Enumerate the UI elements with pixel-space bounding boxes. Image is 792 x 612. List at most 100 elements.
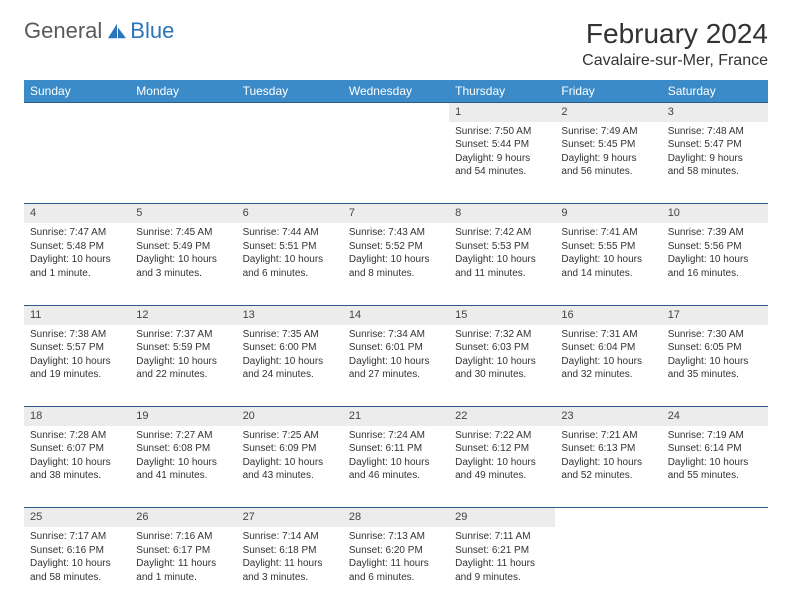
day2-text: and 14 minutes. (561, 267, 655, 281)
sunset-text: Sunset: 5:48 PM (30, 240, 124, 254)
day-content-cell: Sunrise: 7:13 AMSunset: 6:20 PMDaylight:… (343, 527, 449, 609)
sunset-text: Sunset: 6:00 PM (243, 341, 337, 355)
day2-text: and 41 minutes. (136, 469, 230, 483)
day2-text: and 27 minutes. (349, 368, 443, 382)
sunset-text: Sunset: 5:52 PM (349, 240, 443, 254)
sunset-text: Sunset: 6:07 PM (30, 442, 124, 456)
day2-text: and 43 minutes. (243, 469, 337, 483)
day-content-cell: Sunrise: 7:42 AMSunset: 5:53 PMDaylight:… (449, 223, 555, 305)
sunrise-text: Sunrise: 7:24 AM (349, 429, 443, 443)
day-content-cell: Sunrise: 7:24 AMSunset: 6:11 PMDaylight:… (343, 426, 449, 508)
day1-text: Daylight: 9 hours (561, 152, 655, 166)
day1-text: Daylight: 10 hours (243, 456, 337, 470)
day-number-cell: 8 (449, 204, 555, 223)
day-number-cell: 27 (237, 508, 343, 527)
day-number-cell: 29 (449, 508, 555, 527)
day-number-cell: 11 (24, 305, 130, 324)
day-header: Thursday (449, 80, 555, 103)
sunrise-text: Sunrise: 7:41 AM (561, 226, 655, 240)
sunset-text: Sunset: 6:20 PM (349, 544, 443, 558)
day-content-cell: Sunrise: 7:21 AMSunset: 6:13 PMDaylight:… (555, 426, 661, 508)
day-content-cell (662, 527, 768, 609)
day1-text: Daylight: 10 hours (561, 355, 655, 369)
sunset-text: Sunset: 6:05 PM (668, 341, 762, 355)
day-number-cell: 2 (555, 103, 661, 122)
sunrise-text: Sunrise: 7:25 AM (243, 429, 337, 443)
day-number-row: 11121314151617 (24, 305, 768, 324)
sunrise-text: Sunrise: 7:49 AM (561, 125, 655, 139)
day2-text: and 3 minutes. (136, 267, 230, 281)
day1-text: Daylight: 10 hours (668, 355, 762, 369)
day-content-cell: Sunrise: 7:22 AMSunset: 6:12 PMDaylight:… (449, 426, 555, 508)
day2-text: and 19 minutes. (30, 368, 124, 382)
day-content-cell: Sunrise: 7:34 AMSunset: 6:01 PMDaylight:… (343, 325, 449, 407)
sunset-text: Sunset: 6:08 PM (136, 442, 230, 456)
day1-text: Daylight: 10 hours (349, 355, 443, 369)
day-number-cell: 10 (662, 204, 768, 223)
day-content-cell: Sunrise: 7:43 AMSunset: 5:52 PMDaylight:… (343, 223, 449, 305)
sunset-text: Sunset: 5:59 PM (136, 341, 230, 355)
day-number-cell: 22 (449, 407, 555, 426)
sunrise-text: Sunrise: 7:39 AM (668, 226, 762, 240)
day-content-cell: Sunrise: 7:44 AMSunset: 5:51 PMDaylight:… (237, 223, 343, 305)
day1-text: Daylight: 11 hours (243, 557, 337, 571)
day-number-cell: 16 (555, 305, 661, 324)
sunrise-text: Sunrise: 7:30 AM (668, 328, 762, 342)
sunrise-text: Sunrise: 7:44 AM (243, 226, 337, 240)
day-content-cell: Sunrise: 7:32 AMSunset: 6:03 PMDaylight:… (449, 325, 555, 407)
sunset-text: Sunset: 5:49 PM (136, 240, 230, 254)
sunset-text: Sunset: 6:17 PM (136, 544, 230, 558)
day-content-cell: Sunrise: 7:37 AMSunset: 5:59 PMDaylight:… (130, 325, 236, 407)
day2-text: and 6 minutes. (349, 571, 443, 585)
day2-text: and 9 minutes. (455, 571, 549, 585)
day-header: Tuesday (237, 80, 343, 103)
sunset-text: Sunset: 6:13 PM (561, 442, 655, 456)
day-number-cell (24, 103, 130, 122)
sunrise-text: Sunrise: 7:19 AM (668, 429, 762, 443)
day-number-cell: 28 (343, 508, 449, 527)
day-number-row: 45678910 (24, 204, 768, 223)
day1-text: Daylight: 10 hours (349, 456, 443, 470)
sunrise-text: Sunrise: 7:31 AM (561, 328, 655, 342)
sunset-text: Sunset: 6:04 PM (561, 341, 655, 355)
brand-part2: Blue (130, 18, 174, 44)
day-number-cell: 1 (449, 103, 555, 122)
day1-text: Daylight: 10 hours (668, 253, 762, 267)
day-number-cell: 23 (555, 407, 661, 426)
sunset-text: Sunset: 6:18 PM (243, 544, 337, 558)
day-content-cell: Sunrise: 7:31 AMSunset: 6:04 PMDaylight:… (555, 325, 661, 407)
sunrise-text: Sunrise: 7:32 AM (455, 328, 549, 342)
day-number-cell: 25 (24, 508, 130, 527)
day2-text: and 52 minutes. (561, 469, 655, 483)
day-number-cell: 19 (130, 407, 236, 426)
day-number-cell: 12 (130, 305, 236, 324)
sunrise-text: Sunrise: 7:34 AM (349, 328, 443, 342)
day2-text: and 22 minutes. (136, 368, 230, 382)
sunrise-text: Sunrise: 7:17 AM (30, 530, 124, 544)
day-number-cell: 4 (24, 204, 130, 223)
day-number-cell: 9 (555, 204, 661, 223)
day1-text: Daylight: 10 hours (455, 355, 549, 369)
day-number-cell (662, 508, 768, 527)
day-content-cell: Sunrise: 7:27 AMSunset: 6:08 PMDaylight:… (130, 426, 236, 508)
day1-text: Daylight: 10 hours (455, 253, 549, 267)
day-number-row: 18192021222324 (24, 407, 768, 426)
day2-text: and 49 minutes. (455, 469, 549, 483)
day-content-cell: Sunrise: 7:14 AMSunset: 6:18 PMDaylight:… (237, 527, 343, 609)
day-number-cell: 7 (343, 204, 449, 223)
day-header: Monday (130, 80, 236, 103)
sunrise-text: Sunrise: 7:11 AM (455, 530, 549, 544)
day-content-cell: Sunrise: 7:11 AMSunset: 6:21 PMDaylight:… (449, 527, 555, 609)
day-number-cell: 14 (343, 305, 449, 324)
day1-text: Daylight: 9 hours (455, 152, 549, 166)
sunset-text: Sunset: 6:11 PM (349, 442, 443, 456)
location-subtitle: Cavalaire-sur-Mer, France (582, 52, 768, 70)
day-header: Sunday (24, 80, 130, 103)
day2-text: and 54 minutes. (455, 165, 549, 179)
month-title: February 2024 (582, 18, 768, 50)
day2-text: and 35 minutes. (668, 368, 762, 382)
sunset-text: Sunset: 6:16 PM (30, 544, 124, 558)
day1-text: Daylight: 10 hours (30, 355, 124, 369)
day-number-cell: 26 (130, 508, 236, 527)
day2-text: and 32 minutes. (561, 368, 655, 382)
